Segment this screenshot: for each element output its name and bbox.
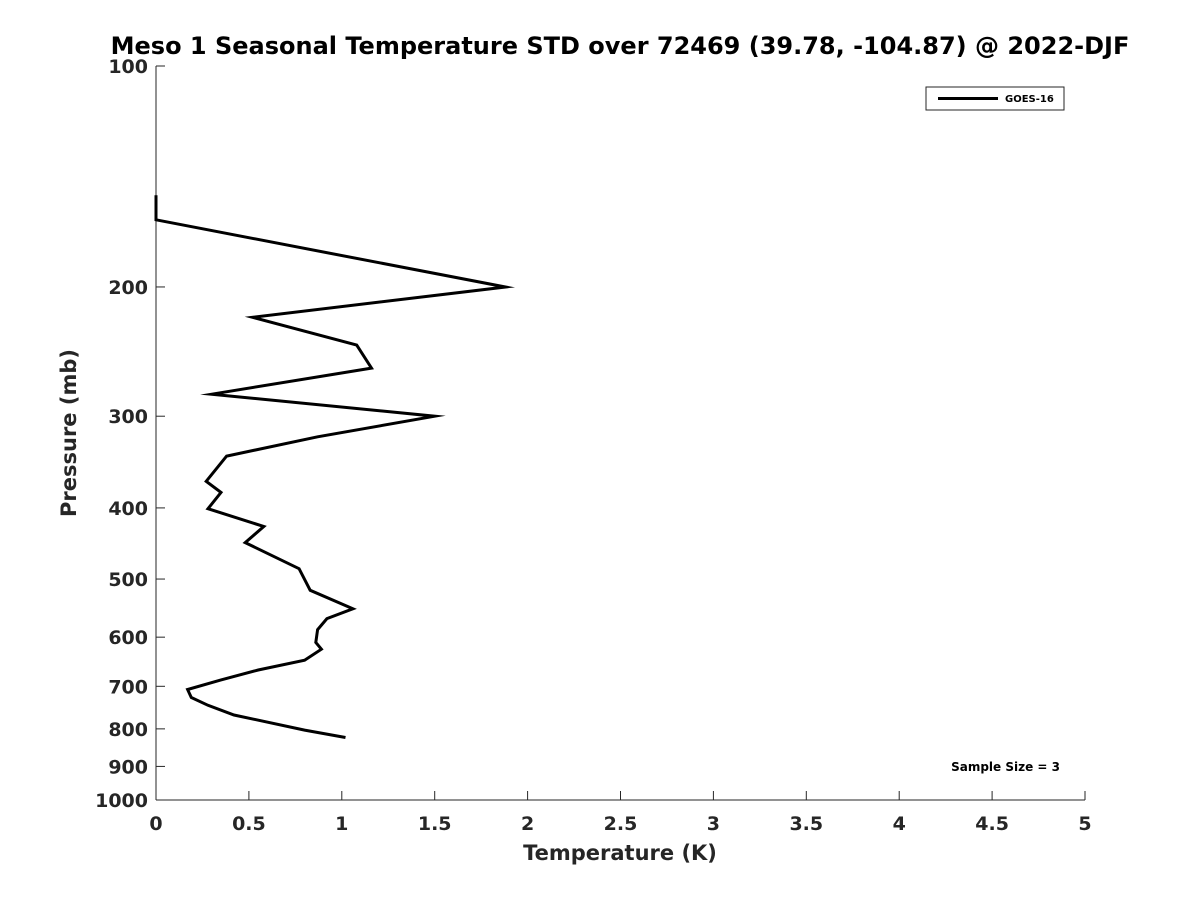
plot-area [156, 66, 1085, 800]
x-tick-label: 4 [893, 813, 906, 835]
y-tick-label: 1000 [95, 790, 148, 812]
x-tick-label: 2.5 [604, 813, 638, 835]
y-tick-label: 100 [108, 56, 148, 78]
legend-label-goes16: GOES-16 [1005, 94, 1054, 105]
x-tick-label: 5 [1078, 813, 1091, 835]
x-tick-label: 1 [335, 813, 348, 835]
y-tick-label: 500 [108, 569, 148, 591]
x-tick-label: 2 [521, 813, 534, 835]
y-tick-label: 700 [108, 676, 148, 698]
x-tick-label: 1.5 [418, 813, 452, 835]
y-ticks: 100 200 300 400 500 600 700 800 900 1000 [95, 56, 165, 812]
sample-size-annotation: Sample Size = 3 [951, 760, 1060, 774]
y-axis-label: Pressure (mb) [57, 349, 81, 517]
y-tick-label: 900 [108, 756, 148, 778]
x-tick-label: 4.5 [975, 813, 1009, 835]
y-tick-label: 200 [108, 277, 148, 299]
y-tick-label: 400 [108, 498, 148, 520]
y-tick-label: 300 [108, 406, 148, 428]
x-tick-label: 0 [149, 813, 162, 835]
chart-title: Meso 1 Seasonal Temperature STD over 724… [111, 32, 1130, 60]
y-tick-label: 600 [108, 627, 148, 649]
x-axis-label: Temperature (K) [523, 841, 717, 865]
x-ticks: 0 0.5 1 1.5 2 2.5 3 3.5 4 4.5 5 [149, 791, 1092, 835]
y-tick-label: 800 [108, 719, 148, 741]
series-line-goes16 [154, 195, 516, 739]
legend: GOES-16 [925, 86, 1065, 111]
series-layer [154, 195, 516, 739]
x-tick-label: 0.5 [232, 813, 266, 835]
x-tick-label: 3.5 [789, 813, 823, 835]
x-tick-label: 3 [707, 813, 720, 835]
